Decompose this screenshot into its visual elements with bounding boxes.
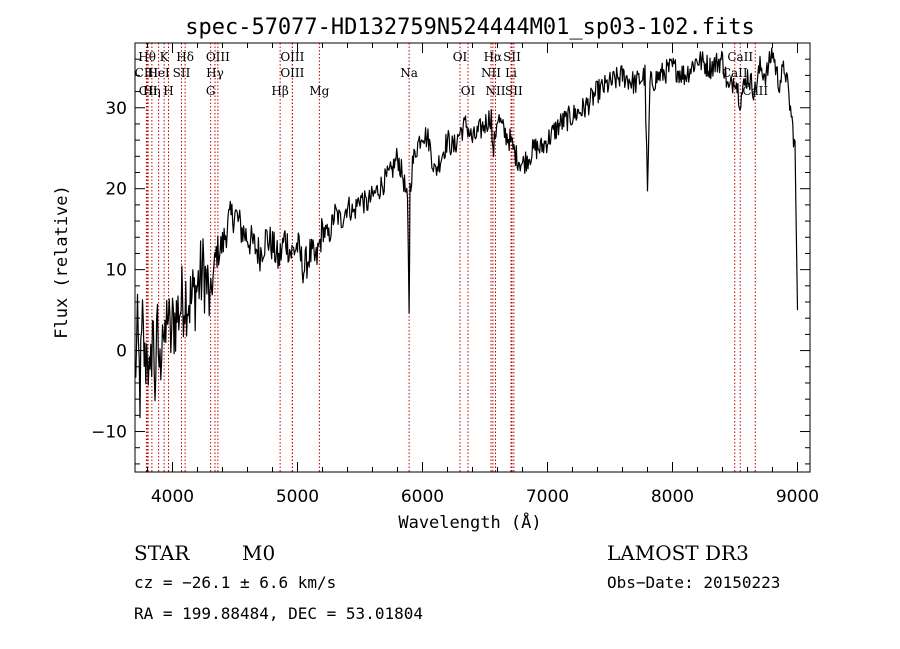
line-label-0: Hθ — [138, 50, 156, 64]
line-label-20: SII — [503, 50, 521, 64]
radial-velocity: cz = −26.1 ± 6.6 km/s — [134, 573, 337, 592]
line-label-3: Hη — [143, 84, 161, 98]
chart-title: spec-57077-HD132759N524444M01_sp03-102.f… — [185, 15, 755, 40]
x-tick-label-4: 8000 — [651, 487, 694, 507]
x-axis-ticks: 4000 5000 6000 7000 8000 9000 — [147, 43, 819, 507]
x-tick-label-0: 4000 — [151, 487, 194, 507]
line-label-19: Hα — [484, 50, 503, 64]
line-label-27: CaII — [742, 84, 768, 98]
x-tick-label-2: 6000 — [401, 487, 444, 507]
line-label-5: HeI — [147, 66, 170, 80]
line-label-26: CaII — [722, 66, 748, 80]
survey-name: LAMOST DR3 — [607, 541, 749, 565]
line-label-12: OIII — [280, 50, 304, 64]
line-label-1: CIII — [135, 66, 159, 80]
line-label-10: Hγ — [206, 66, 224, 80]
spectral-subclass: M0 — [242, 541, 276, 565]
line-label-24: SII — [505, 84, 523, 98]
y-axis-ticks: −10 0 10 20 30 — [91, 42, 810, 465]
line-label-11: G — [206, 84, 216, 98]
spectrum-line — [134, 47, 799, 419]
plot-frame — [134, 42, 811, 473]
line-label-16: Na — [400, 66, 418, 80]
coordinates: RA = 199.88484, DEC = 53.01804 — [134, 604, 423, 623]
y-axis-label: Flux (relative) — [52, 185, 72, 339]
line-label-4: K — [160, 50, 170, 64]
line-label-7: SII — [173, 66, 191, 80]
line-label-2: CII — [139, 84, 158, 98]
line-label-21: NII — [481, 66, 501, 80]
line-label-14: Hβ — [271, 84, 288, 98]
line-label-8: Hδ — [176, 50, 194, 64]
line-label-6: H — [163, 84, 173, 98]
y-tick-label-3: 20 — [105, 180, 127, 200]
line-label-23: NII — [486, 84, 506, 98]
line-label-17: OI — [453, 50, 468, 64]
x-tick-label-5: 9000 — [776, 487, 819, 507]
observation-date: Obs−Date: 20150223 — [607, 573, 781, 592]
x-axis-label: Wavelength (Å) — [398, 511, 541, 533]
line-label-18: OI — [461, 84, 476, 98]
y-tick-label-4: 30 — [105, 99, 127, 119]
x-tick-label-3: 7000 — [526, 487, 569, 507]
line-label-15: Mg — [309, 84, 329, 98]
line-label-22: Li — [505, 66, 517, 80]
spectral-line-markers — [145, 43, 756, 472]
object-type: STAR — [134, 541, 190, 565]
x-tick-label-1: 5000 — [276, 487, 319, 507]
line-label-13: OIII — [280, 66, 304, 80]
line-label-9: OIII — [206, 50, 230, 64]
y-tick-label-1: 0 — [116, 342, 127, 362]
y-tick-label-0: −10 — [91, 423, 127, 443]
line-label-25: CaII — [727, 50, 753, 64]
y-tick-label-2: 10 — [105, 261, 127, 281]
